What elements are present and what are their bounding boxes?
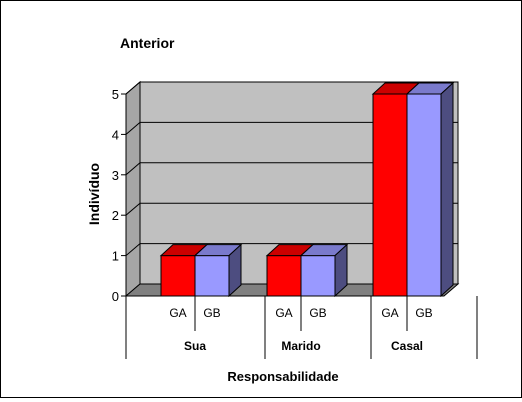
gridline <box>125 121 458 135</box>
x-tick-label: GA <box>381 306 398 320</box>
x-group-label: Marido <box>281 339 320 353</box>
bar <box>406 93 442 297</box>
y-tick-label: 3 <box>112 168 119 183</box>
bar <box>194 255 230 297</box>
bar-side <box>440 81 454 298</box>
x-tick-label: GB <box>309 306 326 320</box>
bar <box>266 255 302 297</box>
bar-side <box>334 243 348 298</box>
side-wall <box>125 80 141 298</box>
x-axis-title: Responsabilidade <box>227 369 338 384</box>
x-tick-label: GA <box>275 306 292 320</box>
x-tick-label: GA <box>169 306 186 320</box>
y-tick-label: 4 <box>112 127 119 142</box>
gridline <box>125 243 458 256</box>
bar <box>160 255 196 297</box>
bars <box>159 81 455 298</box>
y-tick-label: 2 <box>112 208 119 223</box>
gridline <box>125 162 458 176</box>
bar-side <box>228 243 242 298</box>
x-tick-label: GB <box>415 306 432 320</box>
x-group-label: Casal <box>391 339 423 353</box>
gridline <box>125 81 458 95</box>
y-tick-label: 1 <box>112 249 119 264</box>
gridline <box>125 202 458 216</box>
x-group-label: Sua <box>184 339 206 353</box>
y-axis: 0 1 2 3 4 5 <box>112 87 127 304</box>
bar <box>300 255 336 297</box>
y-tick-label: 5 <box>112 87 119 102</box>
y-axis-title: Indivíduo <box>86 163 102 225</box>
y-tick-label: 0 <box>112 289 119 304</box>
chart-title: Anterior <box>120 35 175 51</box>
x-tick-label: GB <box>203 306 220 320</box>
bar <box>372 93 408 297</box>
x-axis: GA GB Sua GA GB Marido GA GB Casal <box>125 296 478 359</box>
